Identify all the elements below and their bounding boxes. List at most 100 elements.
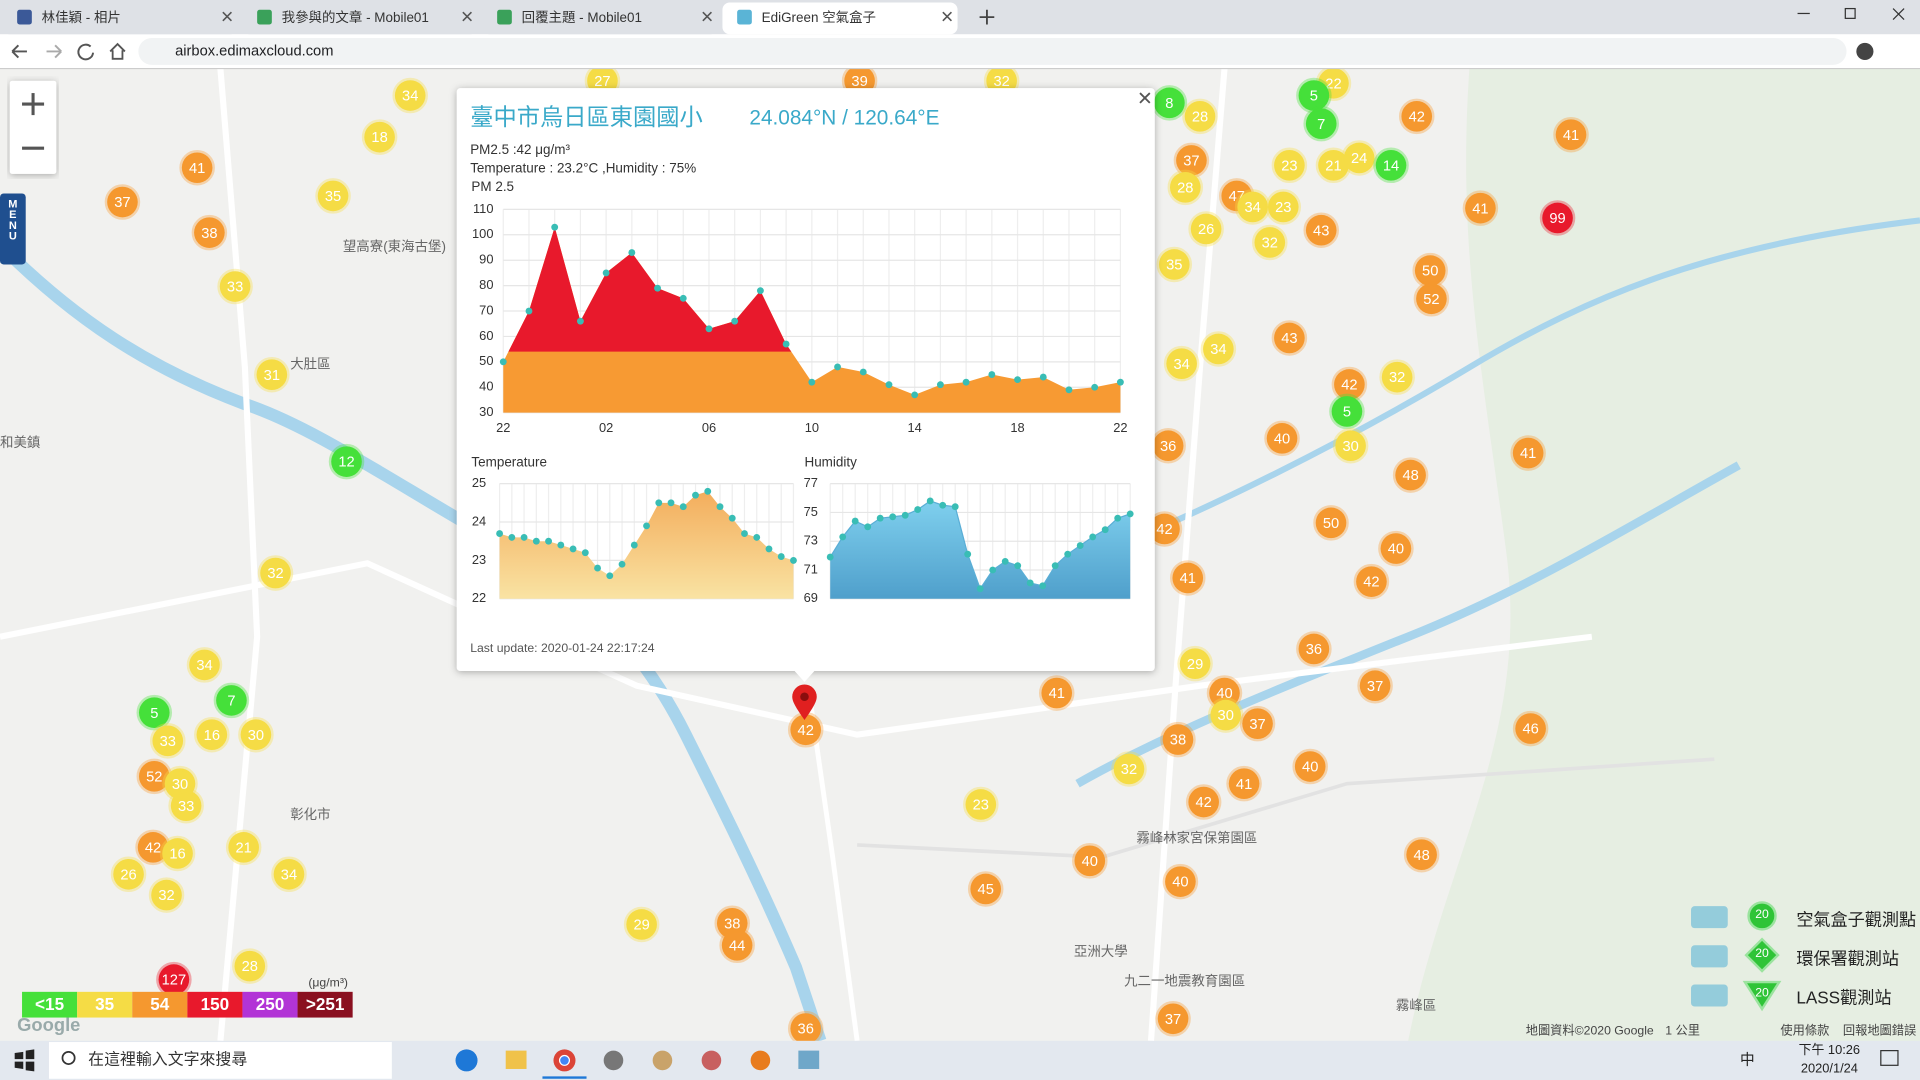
marker[interactable]	[1188, 211, 1224, 247]
marker[interactable]	[719, 927, 755, 964]
app-icon[interactable]	[603, 1050, 624, 1071]
marker[interactable]	[1332, 427, 1369, 464]
marker[interactable]	[1207, 697, 1244, 733]
marker[interactable]	[168, 787, 204, 824]
marker[interactable]	[1462, 190, 1499, 226]
marker[interactable]	[217, 268, 253, 305]
marker[interactable]	[392, 77, 428, 114]
marker[interactable]	[254, 356, 290, 393]
marker[interactable]	[1303, 212, 1339, 248]
marker[interactable]	[315, 178, 351, 214]
marker[interactable]	[1329, 393, 1365, 430]
marker[interactable]	[1271, 147, 1308, 184]
search-box[interactable]	[48, 1042, 392, 1079]
close-button[interactable]	[1139, 92, 1151, 104]
marker[interactable]	[1038, 675, 1075, 711]
reload-button[interactable]	[77, 43, 95, 61]
marker[interactable]	[1160, 721, 1196, 758]
marker[interactable]	[1264, 420, 1300, 457]
forward-button[interactable]	[46, 44, 62, 59]
marker[interactable]	[328, 443, 365, 480]
marker[interactable]	[1341, 140, 1377, 176]
marker[interactable]	[1313, 505, 1349, 541]
notifications[interactable]	[1880, 1050, 1899, 1066]
marker[interactable]	[1156, 246, 1193, 283]
menu-button[interactable]	[0, 193, 26, 265]
marker[interactable]	[1200, 331, 1237, 367]
marker[interactable]	[1162, 863, 1199, 900]
marker[interactable]	[225, 829, 262, 866]
tab-close[interactable]	[222, 11, 232, 22]
marker[interactable]	[159, 835, 196, 872]
new-tab[interactable]	[979, 9, 995, 25]
marker[interactable]	[623, 906, 660, 943]
map-footer[interactable]: 使用條款	[1780, 1022, 1829, 1037]
tab[interactable]	[482, 2, 718, 35]
marker[interactable]	[1170, 560, 1206, 596]
marker[interactable]	[232, 948, 268, 984]
marker[interactable]	[1155, 1001, 1191, 1037]
marker[interactable]	[1303, 105, 1339, 142]
marker[interactable]	[271, 856, 307, 893]
home-button[interactable]	[109, 42, 126, 60]
app-icon[interactable]	[652, 1050, 673, 1071]
marker[interactable]	[967, 871, 1004, 907]
marker[interactable]	[1413, 281, 1450, 317]
app-icon[interactable]	[701, 1050, 722, 1071]
marker[interactable]	[1512, 710, 1549, 747]
marker[interactable]	[1182, 98, 1218, 135]
marker[interactable]	[1510, 435, 1546, 471]
marker[interactable]	[1163, 345, 1200, 382]
marker[interactable]	[1392, 457, 1429, 493]
profile[interactable]	[1856, 42, 1874, 60]
marker[interactable]	[1265, 189, 1302, 225]
marker[interactable]	[1403, 836, 1440, 873]
marker[interactable]	[136, 694, 173, 731]
marker[interactable]	[1167, 169, 1204, 206]
back-button[interactable]	[11, 44, 27, 59]
marker[interactable]	[1373, 147, 1409, 184]
marker[interactable]	[213, 682, 250, 719]
zoom-in[interactable]	[22, 93, 45, 116]
maximize[interactable]	[1844, 7, 1856, 19]
marker[interactable]	[1398, 98, 1435, 135]
marker[interactable]	[238, 716, 274, 753]
marker[interactable]	[361, 119, 398, 155]
marker[interactable]	[1539, 200, 1576, 236]
marker[interactable]	[1292, 748, 1328, 785]
edge-icon[interactable]	[455, 1049, 478, 1072]
marker[interactable]	[1177, 645, 1213, 682]
marker[interactable]	[1271, 320, 1308, 356]
tab-close[interactable]	[462, 11, 472, 22]
tab[interactable]	[242, 2, 478, 35]
tab-close[interactable]	[702, 11, 712, 22]
marker[interactable]	[104, 184, 141, 220]
marker[interactable]	[194, 716, 230, 753]
marker[interactable]	[150, 723, 186, 759]
marker[interactable]	[1072, 843, 1108, 879]
marker[interactable]	[1353, 563, 1390, 600]
app-icon[interactable]	[750, 1050, 771, 1071]
marker[interactable]	[257, 555, 294, 591]
explorer-icon[interactable]	[505, 1050, 527, 1069]
marker[interactable]	[1252, 224, 1288, 261]
marker[interactable]	[1357, 667, 1393, 704]
marker[interactable]	[179, 150, 215, 186]
tab-close[interactable]	[942, 11, 952, 22]
marker[interactable]	[191, 214, 228, 251]
marker[interactable]	[1296, 631, 1332, 667]
marker[interactable]	[1185, 784, 1222, 820]
map-footer[interactable]: 回報地圖錯誤	[1843, 1022, 1916, 1037]
marker[interactable]	[1379, 359, 1415, 395]
marker[interactable]	[1378, 530, 1414, 567]
tab[interactable]	[2, 2, 238, 35]
start-button[interactable]	[14, 1049, 35, 1072]
marker[interactable]	[186, 647, 223, 683]
address-bar[interactable]	[138, 37, 1847, 65]
marker[interactable]	[110, 856, 147, 893]
marker[interactable]	[1239, 705, 1276, 742]
marker[interactable]	[1111, 751, 1147, 787]
close-window[interactable]	[1892, 8, 1905, 21]
app-icon[interactable]	[798, 1050, 820, 1069]
marker[interactable]	[148, 877, 185, 913]
